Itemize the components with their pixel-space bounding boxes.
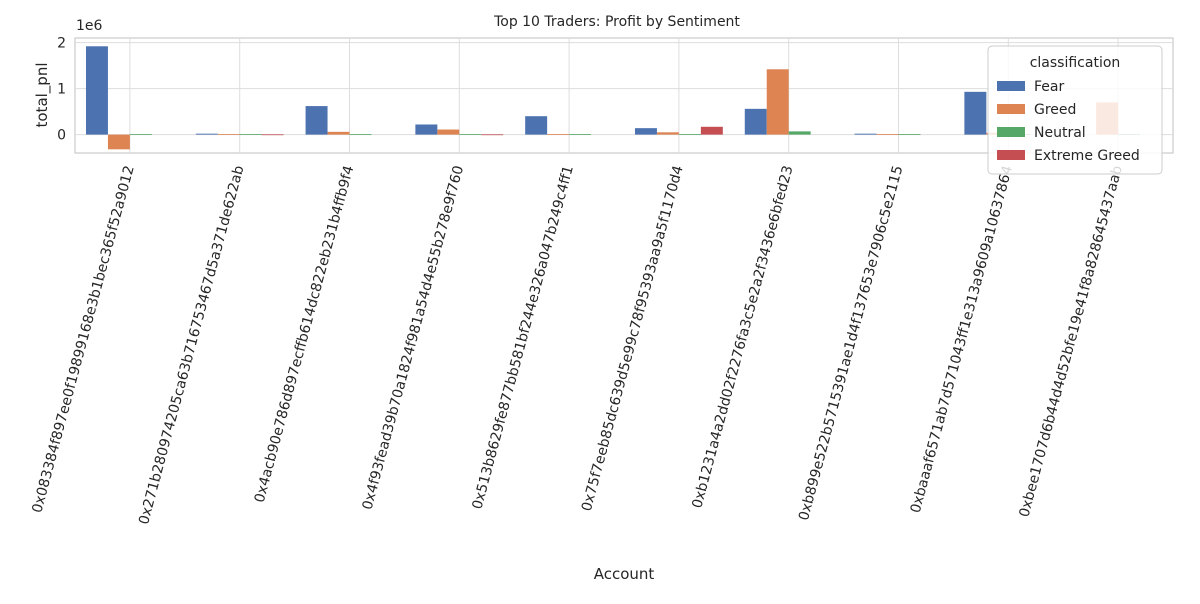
bar xyxy=(898,134,921,135)
bar xyxy=(437,129,460,135)
y-tick-label: 0 xyxy=(57,128,66,144)
y-tick-label: 2 xyxy=(57,36,66,52)
x-tick-label: 0x75f7eeb85dc639d5e99c78f95393aa9a5f1170… xyxy=(579,164,687,513)
legend-entry: Greed xyxy=(1034,102,1076,118)
x-tick-label: 0x513b8629fe877bb581bf244e326a047b249c4f… xyxy=(470,164,577,511)
x-tick-label: 0xb1231a4a2dd02f2276fa3c5e2a2f3436e6bfed… xyxy=(689,164,796,510)
bar xyxy=(129,134,152,135)
bar xyxy=(788,131,811,135)
y-offset-label: 1e6 xyxy=(76,18,103,34)
bar xyxy=(854,133,877,135)
bar xyxy=(656,132,679,135)
y-tick-label: 1 xyxy=(57,82,66,98)
bar xyxy=(700,126,723,135)
x-tick-label: 0x4acb90e786d897ecffb614dc822eb231b4ffb9… xyxy=(252,164,358,505)
bar xyxy=(525,116,548,135)
legend: classification Fear Greed Neutral Extreme Gr… xyxy=(987,45,1163,175)
bar xyxy=(569,134,592,135)
x-tick-label: 0xb899e522b5715391ae1d4f137653e7906c5e21… xyxy=(796,164,906,522)
x-axis-label: Account xyxy=(594,565,655,583)
x-tick-label: 0x083384f897ee0f19899168e3b1bec365f52a90… xyxy=(29,164,137,515)
bar xyxy=(327,131,350,135)
bar xyxy=(305,106,328,135)
bar xyxy=(107,134,130,150)
bar xyxy=(349,134,372,135)
bar xyxy=(547,134,570,135)
bar xyxy=(261,134,284,136)
legend-entry: Extreme Greed xyxy=(1034,148,1140,164)
bar xyxy=(964,91,987,135)
bar xyxy=(678,134,701,135)
bar xyxy=(481,134,504,136)
legend-swatch xyxy=(997,104,1025,114)
legend-title: classification xyxy=(1030,55,1121,71)
bar xyxy=(85,46,108,135)
legend-box xyxy=(987,45,1163,175)
bar xyxy=(634,128,657,135)
legend-swatch xyxy=(997,81,1025,91)
legend-entry: Neutral xyxy=(1034,125,1086,141)
x-tick-label: 0x4f93fead39b70a1824f981a54d4e55b278e9f7… xyxy=(360,164,467,512)
x-tick-label: 0xbaaaf6571ab7d571043ff1e313a9609a106378… xyxy=(908,164,1016,515)
bar xyxy=(459,134,482,135)
bar xyxy=(766,69,789,135)
bar xyxy=(415,124,438,135)
bar xyxy=(217,134,240,135)
bar xyxy=(239,134,262,135)
bar xyxy=(744,108,767,135)
legend-swatch xyxy=(997,150,1025,160)
legend-entry: Fear xyxy=(1034,79,1064,95)
y-axis-label: total_pnl xyxy=(33,63,52,128)
bar xyxy=(876,134,899,135)
x-tick-label: 0x271b280974205ca63b716753467d5a371de622… xyxy=(136,164,247,527)
legend-swatch xyxy=(997,127,1025,137)
bar xyxy=(195,133,218,135)
chart-title: Top 10 Traders: Profit by Sentiment xyxy=(493,14,740,30)
x-tick-label: 0xbee1707d6b44d4d52bfe19e41f8a828645437a… xyxy=(1016,164,1125,519)
